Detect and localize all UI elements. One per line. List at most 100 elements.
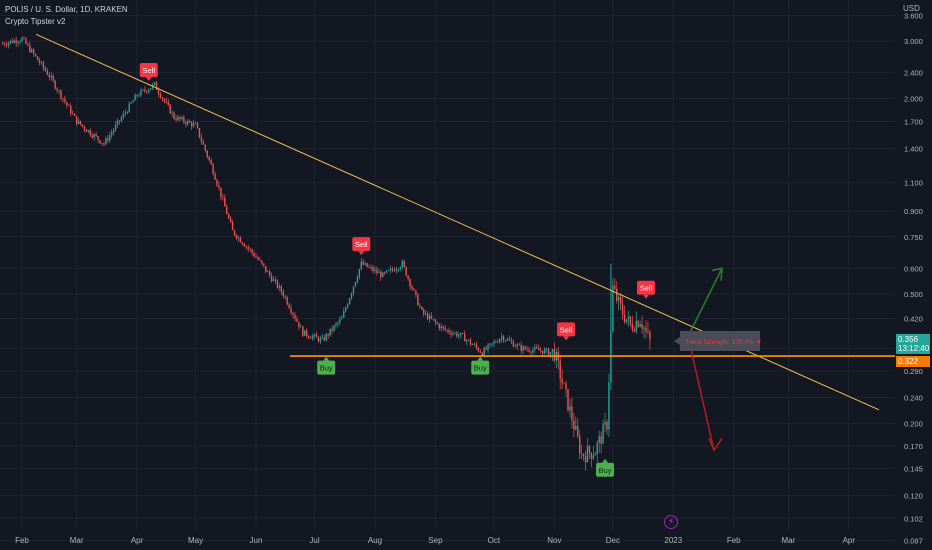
candle-body — [647, 331, 649, 332]
price-tick-label: 0.600 — [904, 264, 923, 273]
sell-signal-pointer — [145, 76, 152, 81]
candle-body — [495, 341, 497, 343]
time-tick-label: Feb — [15, 536, 29, 545]
candle-body — [68, 105, 70, 107]
candle-body — [155, 82, 158, 90]
candle-body — [380, 272, 382, 278]
candle-body — [378, 272, 380, 273]
candle-body — [292, 312, 294, 315]
candle-body — [384, 272, 386, 274]
candle-body — [7, 42, 10, 46]
candle-body — [29, 45, 31, 53]
price-tick-label: 1.400 — [904, 145, 923, 154]
candle-body — [251, 249, 253, 253]
candle-body — [233, 230, 236, 236]
candle-body — [512, 341, 515, 347]
candle-body — [538, 348, 540, 351]
candle-body — [196, 123, 199, 129]
candle-body — [405, 266, 407, 276]
candle-body — [536, 347, 538, 349]
candle-body — [175, 118, 177, 121]
candle-body — [317, 337, 320, 342]
candle-body — [319, 337, 322, 342]
candle-body — [584, 456, 587, 463]
candle-body — [187, 120, 189, 125]
candle-body — [306, 330, 308, 336]
candle-body — [116, 120, 119, 125]
candle-body — [165, 101, 167, 102]
candle-body — [417, 294, 419, 306]
candle-body — [132, 100, 134, 103]
candle-body — [111, 132, 113, 136]
candle-body — [391, 268, 394, 270]
candle-body — [253, 252, 255, 257]
candle-body — [479, 351, 481, 353]
candle-body — [226, 206, 228, 215]
candle-body — [167, 101, 169, 105]
candle-body — [487, 344, 489, 350]
candle-body — [621, 304, 624, 315]
candle-body — [87, 130, 89, 132]
indicator-name[interactable]: Crypto Tipster v2 — [5, 17, 66, 26]
candle-body — [645, 327, 647, 332]
candle-body — [210, 160, 212, 165]
candle-body — [471, 344, 474, 346]
candle-body — [399, 267, 401, 270]
candle-body — [401, 261, 403, 268]
candle-body — [19, 41, 21, 43]
candle-body — [413, 288, 415, 291]
candle-body — [144, 89, 146, 92]
candle-body — [395, 269, 398, 271]
candle-body — [40, 62, 43, 64]
candle-body — [532, 349, 534, 353]
candle-body — [288, 304, 290, 309]
candle-body — [11, 40, 13, 43]
candle-body — [36, 56, 39, 61]
bar-countdown: 13:12:40 — [898, 344, 930, 353]
candle-body — [48, 74, 50, 78]
candle-body — [101, 143, 103, 145]
candle-body — [62, 98, 64, 100]
candle-body — [249, 248, 251, 250]
candle-body — [107, 138, 109, 141]
candle-body — [169, 104, 171, 114]
price-tick-label: 0.500 — [904, 290, 923, 299]
candle-body — [348, 298, 351, 305]
candle-body — [255, 256, 257, 258]
candle-body — [434, 319, 437, 323]
candle-body — [341, 317, 343, 320]
candle-body — [333, 325, 335, 331]
candle-body — [259, 259, 261, 261]
candle-body — [3, 43, 6, 45]
candle-body — [649, 331, 651, 340]
signal-markers: Sell Sell Sell Sell Buy Buy Buy Trend Strength:… — [139, 62, 762, 477]
time-tick-label: 2023 — [664, 536, 682, 545]
candle-body — [489, 343, 491, 345]
bullish-arrow-head — [711, 267, 723, 281]
candle-body — [89, 130, 91, 136]
buy-signal-pointer — [602, 458, 609, 463]
candle-body — [619, 297, 622, 305]
time-tick-label: Jul — [309, 536, 319, 545]
candle-body — [157, 89, 160, 94]
candle-body — [454, 332, 456, 334]
time-tick-label: Jun — [250, 536, 263, 545]
candle-body — [31, 49, 33, 53]
price-tick-label: 2.000 — [904, 94, 923, 103]
candle-body — [366, 263, 368, 267]
candle-body — [473, 344, 476, 346]
support-price-tag: 0.322 — [896, 356, 930, 367]
candle-body — [580, 453, 583, 455]
candle-body — [596, 442, 598, 454]
candle-body — [506, 339, 509, 341]
candle-body — [588, 446, 591, 453]
candle-body — [553, 349, 556, 361]
candle-body — [73, 113, 76, 116]
lightning-icon[interactable]: ⚡ — [664, 515, 678, 529]
candle-body — [224, 197, 226, 207]
candle-body — [120, 117, 123, 122]
price-axis: 3.600 3.000 2.400 2.000 1.700 1.400 1.100 0.900… — [904, 11, 923, 545]
candle-body — [270, 275, 273, 282]
candle-body — [485, 348, 487, 350]
